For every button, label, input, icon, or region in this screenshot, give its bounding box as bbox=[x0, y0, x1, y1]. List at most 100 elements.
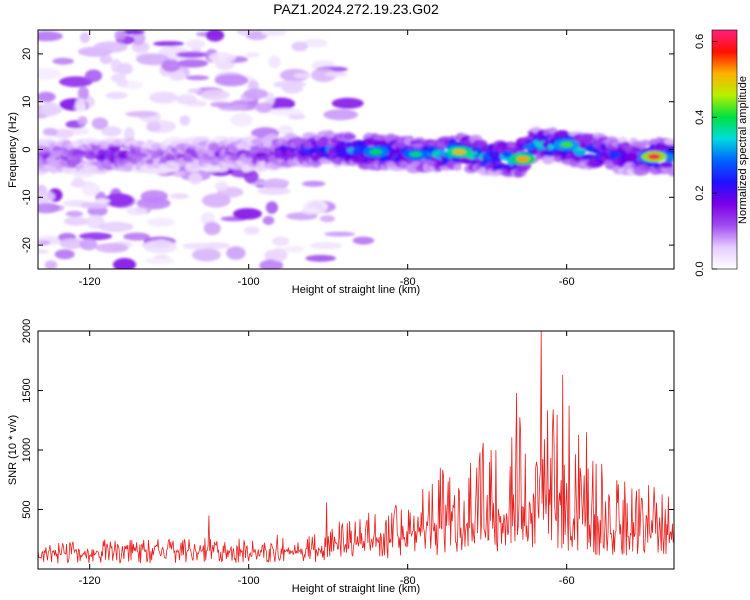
heatmap-cell bbox=[331, 97, 364, 109]
heatmap-cell bbox=[185, 75, 210, 81]
heatmap-cell bbox=[291, 41, 308, 52]
heatmap-cell bbox=[95, 198, 111, 204]
heatmap-cell bbox=[112, 258, 137, 269]
heatmap-cell bbox=[176, 94, 198, 105]
heatmap-cell bbox=[161, 59, 181, 73]
heatmap-cell bbox=[121, 30, 145, 35]
heatmap-cell bbox=[176, 51, 207, 58]
snr-x-axis: -120 -100 -80 -60 bbox=[79, 331, 575, 587]
x-tick-label: -60 bbox=[559, 276, 575, 288]
x-tick-label: -100 bbox=[238, 276, 260, 288]
heatmap-cell bbox=[91, 117, 109, 130]
heatmap-cell bbox=[38, 240, 51, 246]
heatmap-cell bbox=[169, 193, 189, 200]
heatmap-cell bbox=[214, 181, 228, 191]
heatmap-cell bbox=[324, 231, 356, 237]
y-tick-label: 2000 bbox=[21, 319, 33, 343]
heatmap-cell bbox=[356, 140, 366, 148]
snr-y-axis-title: SNR (10 * v/v) bbox=[7, 415, 19, 485]
colorbar-tick-label: 0.4 bbox=[694, 110, 706, 125]
heatmap-cell bbox=[38, 68, 63, 80]
heatmap-cell bbox=[660, 162, 673, 168]
heatmap-cell bbox=[257, 187, 291, 195]
heatmap-cell bbox=[84, 69, 103, 83]
heatmap-cell bbox=[40, 101, 60, 117]
heatmap-cell bbox=[79, 202, 111, 209]
heatmap-cell bbox=[99, 54, 113, 65]
snr-x-axis-title: Height of straight line (km) bbox=[292, 583, 420, 595]
heatmap-cell bbox=[667, 167, 674, 177]
heatmap-cell bbox=[243, 169, 259, 184]
heatmap-cell bbox=[200, 89, 230, 101]
heatmap-cell bbox=[168, 70, 186, 81]
x-tick-label: -120 bbox=[79, 575, 101, 587]
heatmap-cell bbox=[190, 160, 201, 169]
heatmap-cell bbox=[305, 254, 337, 262]
heatmap-cell bbox=[303, 199, 328, 214]
heatmap-cell bbox=[640, 139, 651, 147]
colorbar: 0.0 0.2 0.4 0.6 Normalized spectral amplitu… bbox=[694, 29, 749, 277]
heatmap-cell bbox=[324, 71, 348, 77]
heatmap-cell bbox=[302, 38, 328, 48]
heatmap-cell bbox=[192, 248, 221, 262]
y-tick-label: -10 bbox=[21, 189, 33, 205]
heatmap-cell bbox=[145, 120, 176, 133]
heatmap-cell bbox=[665, 157, 674, 163]
heatmap-cell bbox=[101, 126, 122, 137]
heatmap-cell bbox=[262, 216, 275, 225]
heatmap-cell bbox=[581, 154, 597, 160]
heatmap-cell bbox=[516, 156, 530, 163]
heatmap-cell bbox=[261, 30, 287, 36]
heatmap-cell bbox=[114, 30, 126, 41]
heatmap-cell bbox=[154, 239, 169, 247]
heatmap-cell bbox=[209, 52, 236, 63]
colorbar-tick-label: 0.0 bbox=[694, 261, 706, 276]
heatmap-cell bbox=[123, 232, 150, 241]
heatmap-cell bbox=[38, 249, 50, 254]
colorbar-tick-label: 0.2 bbox=[694, 185, 706, 200]
heatmap-cell bbox=[369, 149, 383, 155]
heatmap-cell bbox=[293, 72, 311, 79]
heatmap-cell bbox=[319, 215, 335, 223]
heatmap-cell bbox=[302, 180, 326, 187]
heatmap-cell bbox=[243, 226, 260, 235]
heatmap-cell bbox=[309, 242, 343, 250]
heatmap-cell bbox=[71, 126, 89, 134]
heatmap-cell bbox=[209, 101, 234, 108]
heatmap-cell bbox=[230, 113, 253, 127]
heatmap-cell bbox=[265, 201, 278, 214]
heatmap-cell bbox=[81, 182, 100, 197]
heatmap-cell bbox=[125, 111, 158, 118]
heatmap-cell bbox=[270, 248, 288, 262]
y-tick-label: 1500 bbox=[21, 378, 33, 402]
heatmap-cell bbox=[201, 193, 231, 208]
x-tick-label: -80 bbox=[400, 575, 416, 587]
heatmap-cell bbox=[54, 249, 75, 260]
heatmap-cell bbox=[63, 217, 89, 226]
heatmap-cell bbox=[143, 240, 178, 254]
spectrogram-x-axis: -120 -100 -80 -60 bbox=[79, 30, 575, 288]
heatmap-cell bbox=[77, 86, 89, 101]
heatmap-cell bbox=[59, 76, 93, 88]
heatmap-cell bbox=[65, 210, 84, 217]
heatmap-cell bbox=[255, 102, 273, 113]
heatmap-cell bbox=[233, 208, 262, 220]
heatmap-cell bbox=[352, 236, 375, 245]
heatmap-cell bbox=[44, 260, 58, 269]
colorbar-scale bbox=[711, 29, 738, 270]
colorbar-axis: 0.0 0.2 0.4 0.6 bbox=[694, 34, 717, 277]
heatmap-cell bbox=[272, 236, 290, 247]
heatmap-cell bbox=[270, 179, 290, 186]
y-tick-label: 20 bbox=[21, 48, 33, 60]
heatmap-cell bbox=[185, 39, 206, 49]
heatmap-cell bbox=[52, 57, 74, 65]
snr-y-axis: 500 1000 1500 2000 bbox=[21, 319, 674, 519]
heatmap-cell bbox=[311, 68, 337, 82]
heatmap-cell bbox=[452, 149, 466, 155]
x-tick-label: -100 bbox=[238, 575, 260, 587]
heatmap-cell bbox=[625, 153, 642, 160]
heatmap-cell bbox=[79, 32, 91, 43]
heatmap-cell bbox=[281, 83, 303, 94]
heatmap-cell bbox=[236, 30, 251, 36]
heatmap-cell bbox=[453, 164, 463, 171]
